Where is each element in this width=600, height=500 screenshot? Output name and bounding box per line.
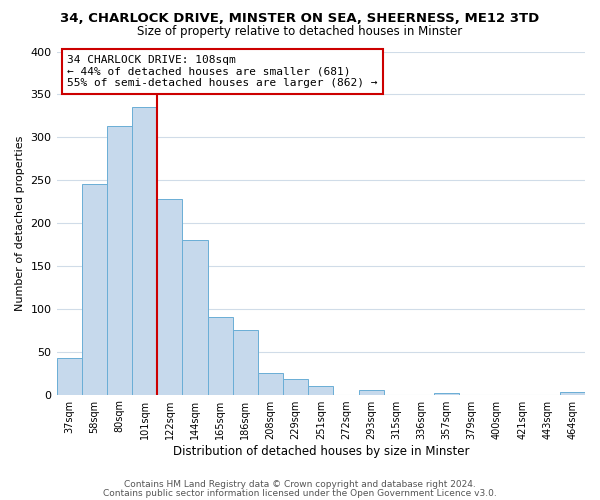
Bar	[208, 316, 233, 394]
Text: Contains public sector information licensed under the Open Government Licence v3: Contains public sector information licen…	[103, 488, 497, 498]
Bar	[56, 358, 82, 395]
Bar	[258, 373, 283, 394]
Text: Size of property relative to detached houses in Minster: Size of property relative to detached ho…	[137, 25, 463, 38]
Bar	[283, 379, 308, 394]
Bar	[182, 240, 208, 394]
Bar	[107, 126, 132, 394]
X-axis label: Distribution of detached houses by size in Minster: Distribution of detached houses by size …	[173, 444, 469, 458]
Text: 34 CHARLOCK DRIVE: 108sqm
← 44% of detached houses are smaller (681)
55% of semi: 34 CHARLOCK DRIVE: 108sqm ← 44% of detac…	[67, 55, 377, 88]
Text: Contains HM Land Registry data © Crown copyright and database right 2024.: Contains HM Land Registry data © Crown c…	[124, 480, 476, 489]
Bar	[132, 108, 157, 395]
Bar	[560, 392, 585, 394]
Bar	[434, 393, 459, 394]
Y-axis label: Number of detached properties: Number of detached properties	[15, 136, 25, 310]
Bar	[157, 199, 182, 394]
Bar	[308, 386, 334, 394]
Bar	[233, 330, 258, 394]
Bar	[82, 184, 107, 394]
Bar	[359, 390, 383, 394]
Text: 34, CHARLOCK DRIVE, MINSTER ON SEA, SHEERNESS, ME12 3TD: 34, CHARLOCK DRIVE, MINSTER ON SEA, SHEE…	[61, 12, 539, 26]
